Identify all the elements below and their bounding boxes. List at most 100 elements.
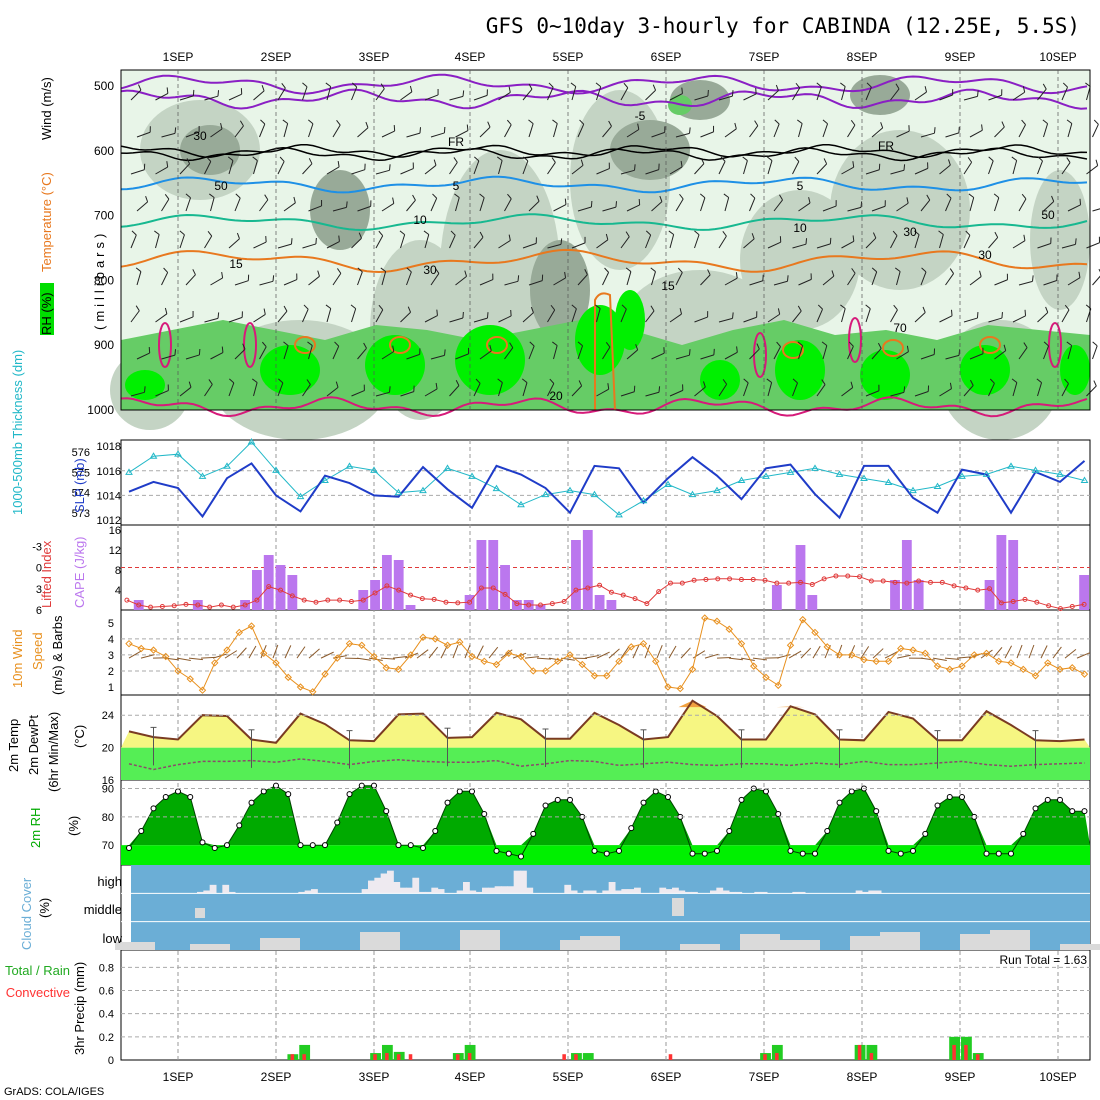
wind-barb bbox=[161, 272, 169, 286]
wind-barb-flag bbox=[551, 157, 556, 163]
contour-freezing-2 bbox=[120, 147, 1088, 162]
wind-speed-point bbox=[272, 659, 280, 667]
label-cloud-high: high bbox=[97, 874, 122, 889]
wind-barb-flag bbox=[166, 161, 169, 168]
cloud-low-bar bbox=[580, 936, 620, 950]
wind-barb-flag bbox=[756, 343, 760, 350]
wind-speed-point bbox=[946, 665, 954, 674]
wind-barb bbox=[963, 161, 973, 175]
cloud-high-bar bbox=[583, 890, 591, 894]
wind-barb-flag bbox=[694, 230, 700, 236]
contour-minus5 bbox=[120, 88, 1088, 110]
wind-barb-10m bbox=[740, 657, 755, 662]
rh-point bbox=[836, 799, 843, 806]
wind-barb-flag bbox=[625, 267, 632, 272]
rh-point bbox=[297, 842, 304, 849]
label-speed: Speed bbox=[30, 632, 45, 670]
wind-barb-flag bbox=[1075, 238, 1077, 245]
wind-barb-10m bbox=[296, 646, 306, 659]
wind-barb-flag bbox=[455, 380, 460, 386]
wind-barb-flag bbox=[895, 83, 900, 90]
wind-barb-flag bbox=[409, 85, 413, 92]
wind-barb-flag bbox=[795, 82, 801, 89]
wind-barb bbox=[155, 390, 169, 397]
wind-barb bbox=[522, 88, 533, 101]
wind-speed-point bbox=[198, 686, 207, 694]
wind-barb bbox=[1012, 91, 1025, 101]
wind-barb-flag bbox=[517, 275, 520, 282]
wind-barb bbox=[155, 166, 168, 175]
cloud-high-bar bbox=[754, 891, 762, 894]
contour-label: 30 bbox=[903, 225, 917, 239]
wind-barb bbox=[890, 391, 905, 397]
wind-barb bbox=[308, 205, 322, 212]
wind-barb bbox=[522, 382, 528, 397]
thickness-point bbox=[615, 510, 623, 518]
cloud-high-bar bbox=[387, 870, 394, 894]
wind-barb bbox=[602, 206, 617, 212]
wind-barb bbox=[620, 236, 630, 249]
wind-barb bbox=[700, 131, 714, 138]
precip-conv-bar bbox=[396, 1054, 401, 1060]
wind-barb-flag bbox=[1001, 312, 1003, 319]
rh2m-panel: 90 80 70 bbox=[102, 782, 1090, 865]
wind-barb-flag bbox=[742, 156, 748, 161]
wind-barb bbox=[179, 234, 185, 249]
wind-barb-flag bbox=[508, 86, 511, 93]
wind-barb bbox=[914, 234, 920, 249]
wind-barb-flag bbox=[479, 231, 484, 238]
rh-point bbox=[824, 828, 831, 834]
thickness-point bbox=[1056, 470, 1064, 477]
wind-barb-flag bbox=[1043, 341, 1049, 347]
wind-barb bbox=[749, 280, 763, 286]
li-point bbox=[998, 600, 1004, 606]
wind-tick: 5 bbox=[108, 618, 114, 630]
contour-label: 50 bbox=[214, 179, 228, 193]
cloud-high-bar bbox=[361, 889, 369, 894]
wind-barb bbox=[283, 279, 298, 286]
wind-barb-flag bbox=[659, 195, 663, 202]
rh-point bbox=[714, 847, 720, 854]
contour-label: 15 bbox=[229, 257, 243, 271]
wind-barb-flag bbox=[509, 342, 514, 348]
wind-speed-point bbox=[358, 641, 366, 649]
wind-barb bbox=[430, 354, 445, 360]
wind-barb-flag bbox=[290, 238, 293, 245]
wind-barb-10m bbox=[788, 650, 802, 659]
label-thickness: 1000-500mb Thickness (dm) bbox=[10, 350, 25, 515]
wind-barb-flag bbox=[914, 230, 920, 236]
wind-barb-flag bbox=[579, 119, 585, 125]
rh-point bbox=[775, 811, 782, 817]
wind-barb bbox=[1037, 160, 1043, 175]
wind-barb-10m bbox=[620, 646, 630, 659]
wind-barb bbox=[822, 123, 829, 138]
wind-barb bbox=[773, 346, 781, 360]
contour-loop bbox=[158, 322, 172, 368]
cloud-high-bar bbox=[798, 891, 806, 894]
cloud-high-bar bbox=[874, 890, 882, 894]
contour-5 bbox=[120, 175, 1088, 194]
precip-tick: 0.2 bbox=[99, 1032, 114, 1044]
wind-barb-flag bbox=[637, 123, 640, 130]
wind-barb-flag bbox=[994, 231, 999, 238]
wind-barb bbox=[969, 276, 982, 286]
wind-barb-10m bbox=[752, 657, 767, 661]
li-tick: 0 bbox=[36, 563, 42, 575]
wind-speed-point bbox=[309, 688, 317, 696]
wind-barb-flag bbox=[1045, 306, 1049, 313]
wind-barb-flag bbox=[751, 233, 755, 240]
wind-barb bbox=[357, 127, 369, 138]
wind-barb bbox=[626, 129, 640, 138]
wind-barb-10m bbox=[680, 647, 691, 659]
rh-point bbox=[983, 850, 990, 857]
wind-barb bbox=[449, 317, 464, 323]
wind-barb bbox=[841, 166, 854, 175]
wind-barb-10m bbox=[188, 657, 203, 661]
wind-barb-flag bbox=[380, 267, 386, 272]
label-millibars: (millibars) bbox=[92, 230, 107, 330]
wind-barbs bbox=[130, 82, 1100, 397]
wind-barb-flag bbox=[145, 196, 149, 203]
wind-barb-flag bbox=[970, 379, 974, 386]
wind-barb-flag bbox=[949, 382, 952, 389]
slp-tick: 1016 bbox=[97, 466, 121, 478]
